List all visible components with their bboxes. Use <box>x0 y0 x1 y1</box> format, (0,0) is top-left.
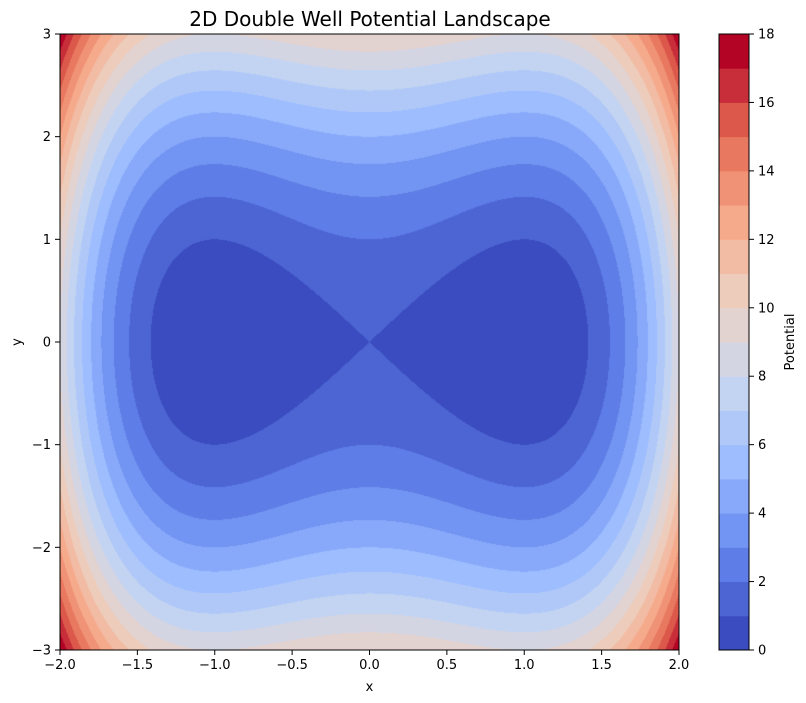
colorbar-band <box>719 307 749 343</box>
colorbar-band <box>719 547 749 583</box>
colorbar-band <box>719 342 749 377</box>
colorbar-tick-label: 12 <box>758 233 775 248</box>
y-tick-label: 3 <box>43 28 51 43</box>
y-axis: −3 −2 −1 0 1 2 3 <box>32 28 60 659</box>
colorbar-band <box>719 273 749 309</box>
colorbar-tick-label: 8 <box>758 370 766 385</box>
colorbar-band <box>719 239 749 275</box>
x-tick-label: 1.5 <box>591 658 612 673</box>
colorbar-band <box>719 444 749 480</box>
y-tick-label: 0 <box>43 336 51 351</box>
x-tick-label: 2.0 <box>669 658 690 673</box>
colorbar-band <box>719 478 749 514</box>
colorbar-band <box>719 34 749 69</box>
chart-title: 2D Double Well Potential Landscape <box>189 7 551 31</box>
colorbar-band <box>719 581 749 617</box>
colorbar-tick-label: 14 <box>758 164 775 179</box>
colorbar-tick-label: 16 <box>758 96 775 111</box>
colorbar-tick-label: 0 <box>758 644 766 659</box>
colorbar-ticks: 0 2 4 6 8 10 12 14 16 18 <box>749 28 775 659</box>
plot-area <box>59 33 680 651</box>
y-tick-label: −1 <box>32 438 51 453</box>
x-tick-label: 1.0 <box>514 658 535 673</box>
colorbar-band <box>719 615 749 651</box>
colorbar-frame <box>718 33 750 651</box>
y-tick-label: −3 <box>32 644 51 659</box>
x-axis-label: x <box>366 680 374 695</box>
x-tick-label: −0.5 <box>276 658 308 673</box>
contour-fill <box>60 34 679 650</box>
colorbar-bands <box>719 34 749 651</box>
x-tick-label: −1.0 <box>199 658 231 673</box>
y-tick-label: 1 <box>43 233 51 248</box>
colorbar-tick-label: 18 <box>758 28 775 43</box>
x-tick-label: −2.0 <box>44 658 76 673</box>
x-tick-label: −1.5 <box>122 658 154 673</box>
colorbar-band <box>719 102 749 138</box>
colorbar-band <box>719 410 749 446</box>
colorbar-label: Potential <box>783 314 798 371</box>
colorbar: 0 2 4 6 8 10 12 14 16 18 Potential <box>718 28 798 659</box>
x-tick-label: 0.5 <box>437 658 458 673</box>
colorbar-band <box>719 68 749 103</box>
colorbar-band <box>719 513 749 548</box>
colorbar-tick-label: 4 <box>758 507 766 522</box>
y-tick-label: −2 <box>32 541 51 556</box>
colorbar-tick-label: 2 <box>758 575 766 590</box>
colorbar-band <box>719 170 749 206</box>
colorbar-band <box>719 205 749 240</box>
colorbar-tick-label: 10 <box>758 301 775 316</box>
y-tick-label: 2 <box>43 130 51 145</box>
colorbar-tick-label: 6 <box>758 438 766 453</box>
colorbar-band <box>719 136 749 172</box>
x-axis: −2.0 −1.5 −1.0 −0.5 0.0 0.5 1.0 1.5 2.0 <box>44 650 689 673</box>
y-axis-label: y <box>10 338 25 346</box>
colorbar-band <box>719 376 749 411</box>
x-tick-label: 0.0 <box>359 658 380 673</box>
